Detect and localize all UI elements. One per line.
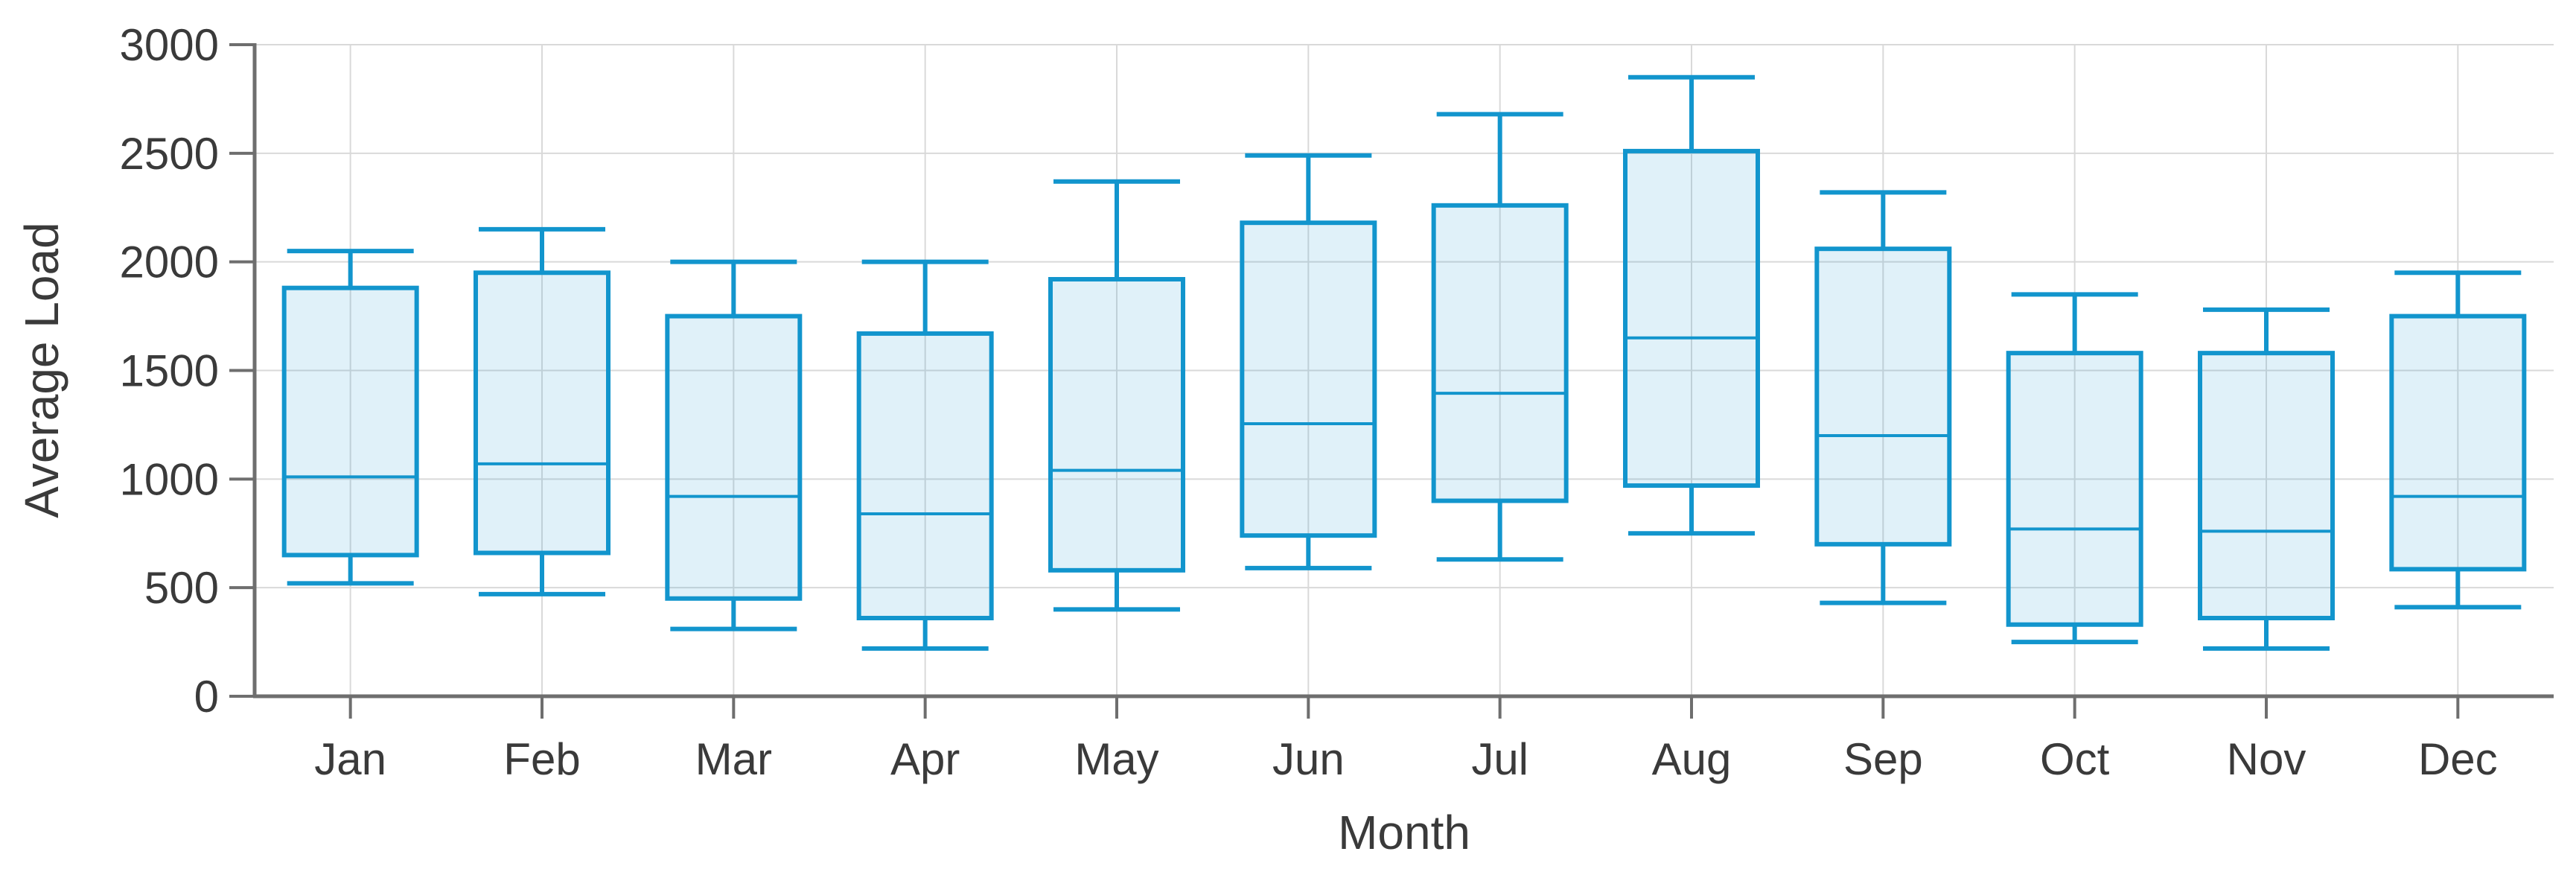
- x-tick-label: Oct: [2040, 734, 2110, 784]
- box-rect: [1431, 203, 1569, 503]
- y-axis-title: Average Load: [15, 222, 68, 518]
- boxplot-may[interactable]: [1048, 179, 1185, 612]
- y-tick-label: 1500: [120, 346, 219, 396]
- x-axis-title: Month: [1338, 806, 1470, 859]
- y-tick-label: 0: [194, 672, 219, 722]
- box-rect: [474, 270, 610, 556]
- boxplot-nov[interactable]: [2198, 307, 2335, 651]
- y-tick-label: 1000: [120, 454, 219, 504]
- y-tick-label: 500: [144, 563, 219, 613]
- y-tick-label: 3000: [120, 20, 219, 70]
- axis-layer: 0 500 1000 1500 2000 2500 3000 Jan Feb Mar Apr May J…: [120, 20, 2554, 784]
- y-tick-label: 2000: [120, 238, 219, 287]
- boxplot-jul[interactable]: [1431, 112, 1569, 562]
- x-tick-label: Jan: [314, 734, 386, 784]
- x-tick-label: May: [1074, 734, 1158, 784]
- x-tick-label: Mar: [695, 734, 772, 784]
- boxplot-sep[interactable]: [1814, 190, 1952, 605]
- box-rect: [1048, 277, 1185, 573]
- box-rect: [2006, 351, 2143, 627]
- x-tick-label: Jun: [1272, 734, 1345, 784]
- boxplot-dec[interactable]: [2389, 270, 2527, 610]
- boxplot-mar[interactable]: [665, 259, 803, 631]
- x-tick-label: Feb: [503, 734, 580, 784]
- box-rect: [2198, 351, 2335, 620]
- boxplot-feb[interactable]: [474, 226, 610, 596]
- boxplot-aug[interactable]: [1623, 74, 1760, 536]
- boxplot-oct[interactable]: [2006, 292, 2143, 645]
- x-tick-label: Nov: [2227, 734, 2306, 784]
- box-rect: [2389, 314, 2527, 572]
- box-rect: [1240, 220, 1377, 538]
- box-rect: [281, 285, 419, 558]
- x-tick-label: Apr: [890, 734, 960, 784]
- box-rect: [856, 331, 994, 620]
- box-rect: [1814, 246, 1952, 547]
- x-tick-label: Jul: [1471, 734, 1528, 784]
- boxplot-jan[interactable]: [281, 249, 419, 586]
- x-tick-label: Sep: [1843, 734, 1923, 784]
- series-layer: [281, 74, 2527, 651]
- box-rect: [1623, 148, 1760, 488]
- x-tick-label: Dec: [2418, 734, 2498, 784]
- box-rect: [665, 314, 803, 601]
- boxplot-apr[interactable]: [856, 259, 994, 651]
- x-tick-label: Aug: [1652, 734, 1732, 784]
- y-tick-label: 2500: [120, 129, 219, 179]
- boxplot-jun[interactable]: [1240, 153, 1377, 570]
